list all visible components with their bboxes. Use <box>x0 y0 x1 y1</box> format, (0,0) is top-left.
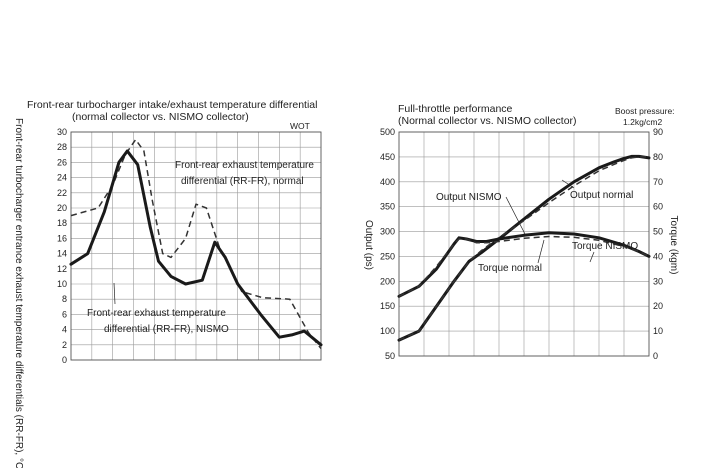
right-chart: Full-throttle performance (Normal collec… <box>363 103 679 361</box>
right-left-tick-label: 150 <box>380 301 395 311</box>
label-output-normal-leader <box>561 179 575 189</box>
left-y-tick-label: 12 <box>57 264 67 274</box>
left-y-tick-label: 22 <box>57 188 67 198</box>
left-chart-frame <box>70 131 322 361</box>
left-chart-subtitle: (normal collector vs. NISMO collector) <box>72 111 249 123</box>
left-y-tick-label: 18 <box>57 218 67 228</box>
left-chart: Front-rear turbocharger intake/exhaust t… <box>13 99 323 468</box>
right-left-tick-label: 100 <box>380 326 395 336</box>
boost-pressure-value: 1.2kg/cm2 <box>623 117 662 127</box>
annotation-nismo-line1: Front-rear exhaust temperature <box>87 308 226 319</box>
label-torque-normal-leader <box>537 239 545 264</box>
annotation-nismo-leader <box>113 282 116 305</box>
left-chart-title: Front-rear turbocharger intake/exhaust t… <box>27 99 317 111</box>
left-y-tick-label: 6 <box>62 309 67 319</box>
label-torque-nismo-leader <box>589 251 595 263</box>
right-right-tick-label: 10 <box>653 326 663 336</box>
right-chart-grid <box>399 131 649 357</box>
right-left-tick-label: 50 <box>385 351 395 361</box>
right-right-tick-label: 40 <box>653 251 663 261</box>
label-output-normal: Output normal <box>570 190 633 201</box>
left-y-tick-label: 4 <box>62 325 67 335</box>
boost-pressure-label: Boost pressure: <box>615 106 675 116</box>
left-y-tick-label: 0 <box>62 355 67 365</box>
right-chart-frame <box>398 131 650 357</box>
right-right-tick-label: 20 <box>653 301 663 311</box>
series-line-nismo <box>69 149 323 347</box>
left-chart-wot-label: WOT <box>290 121 310 131</box>
label-torque-normal: Torque normal <box>478 263 542 274</box>
right-left-tick-label: 400 <box>380 177 395 187</box>
left-y-tick-label: 24 <box>57 173 67 183</box>
right-right-tick-label: 80 <box>653 152 663 162</box>
right-left-tick-label: 350 <box>380 202 395 212</box>
right-left-tick-label: 450 <box>380 152 395 162</box>
label-torque-nismo: Torque NISMO <box>572 241 638 252</box>
left-y-tick-label: 10 <box>57 279 67 289</box>
annotation-nismo-line2: differential (RR-FR), NISMO <box>104 324 229 335</box>
right-right-tick-label: 70 <box>653 177 663 187</box>
left-y-tick-label: 20 <box>57 203 67 213</box>
right-chart-subtitle: (Normal collector vs. NISMO collector) <box>398 115 577 127</box>
right-left-tick-label: 200 <box>380 276 395 286</box>
series-line-normal <box>70 138 322 350</box>
left-chart-series <box>69 138 323 350</box>
right-chart-right-ticks: 0 10 20 30 40 50 60 70 80 90 <box>653 127 663 361</box>
annotation-nismo: Front-rear exhaust temperature different… <box>87 282 229 335</box>
left-y-tick-label: 8 <box>62 294 67 304</box>
left-y-tick-label: 30 <box>57 127 67 137</box>
left-chart-y-axis-label: Front-rear turbocharger entrance exhaust… <box>13 118 24 468</box>
series-line-output-normal <box>398 156 649 341</box>
right-right-tick-label: 50 <box>653 227 663 237</box>
series-line-torque-nismo <box>397 231 651 298</box>
right-right-tick-label: 60 <box>653 202 663 212</box>
right-right-tick-label: 0 <box>653 351 658 361</box>
right-left-tick-label: 500 <box>380 127 395 137</box>
left-y-tick-label: 16 <box>57 233 67 243</box>
left-y-tick-label: 14 <box>57 249 67 259</box>
left-y-tick-label: 26 <box>57 157 67 167</box>
right-right-tick-label: 30 <box>653 276 663 286</box>
right-left-tick-label: 250 <box>380 251 395 261</box>
annotation-normal: Front-rear exhaust temperature different… <box>175 160 314 187</box>
label-output-nismo-leader <box>505 196 527 237</box>
series-line-output-nismo <box>397 154 651 342</box>
right-chart-series <box>397 154 651 342</box>
right-chart-left-ticks: 50 100 150 200 250 300 350 400 450 500 <box>380 127 395 361</box>
annotation-normal-line1: Front-rear exhaust temperature <box>175 160 314 171</box>
right-chart-left-axis-label: Output (ps) <box>363 220 374 270</box>
right-chart-right-axis-label: Torque (kgm) <box>668 216 679 275</box>
left-chart-grid <box>71 131 321 361</box>
annotation-normal-line2: differential (RR-FR), normal <box>181 176 304 187</box>
left-y-tick-label: 2 <box>62 340 67 350</box>
right-left-tick-label: 300 <box>380 227 395 237</box>
series-line-torque-normal <box>398 235 650 297</box>
label-output-nismo: Output NISMO <box>436 192 502 203</box>
right-chart-title: Full-throttle performance <box>398 103 513 115</box>
right-right-tick-label: 90 <box>653 127 663 137</box>
left-y-tick-label: 28 <box>57 142 67 152</box>
